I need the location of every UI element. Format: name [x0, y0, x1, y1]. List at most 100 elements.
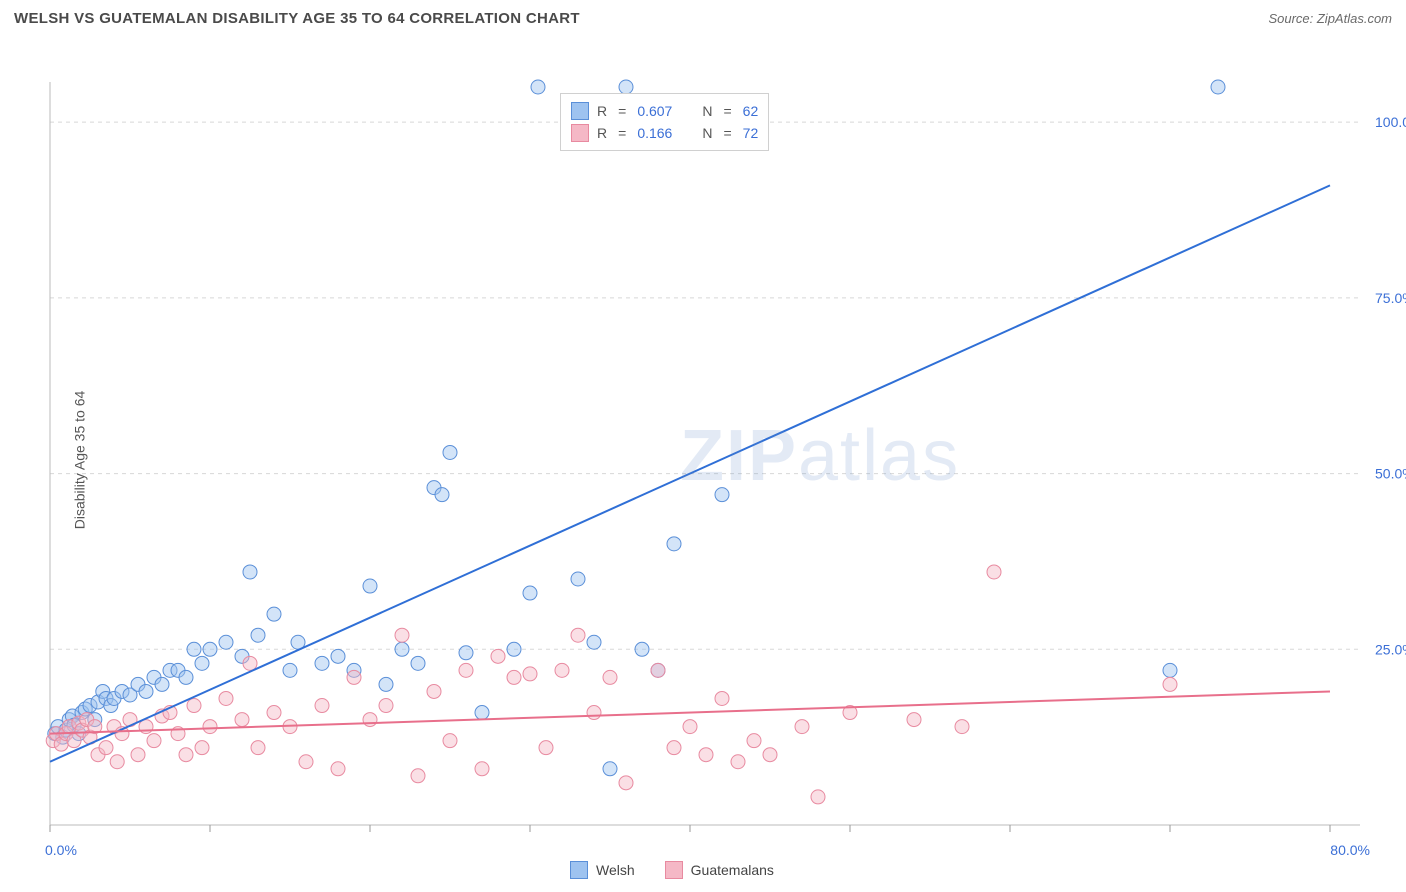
data-point — [443, 445, 457, 459]
data-point — [131, 748, 145, 762]
data-point — [475, 762, 489, 776]
data-point — [219, 691, 233, 705]
data-point — [571, 628, 585, 642]
data-point — [347, 670, 361, 684]
x-tick-label: 80.0% — [1330, 842, 1370, 858]
data-point — [283, 663, 297, 677]
data-point — [523, 667, 537, 681]
n-value: 72 — [743, 122, 759, 144]
data-point — [203, 642, 217, 656]
legend-swatch — [571, 124, 589, 142]
data-point — [955, 720, 969, 734]
data-point — [147, 734, 161, 748]
data-point — [491, 649, 505, 663]
data-point — [507, 670, 521, 684]
data-point — [243, 565, 257, 579]
legend-item: Guatemalans — [665, 861, 774, 879]
data-point — [907, 713, 921, 727]
y-tick-label: 100.0% — [1375, 114, 1406, 130]
scatter-plot: 25.0% 50.0% 75.0% 100.0% 0.0% 80.0% — [0, 35, 1406, 885]
legend-row: R=0.166N=72 — [571, 122, 758, 144]
data-point — [603, 670, 617, 684]
data-point — [795, 720, 809, 734]
data-point — [363, 713, 377, 727]
data-point — [267, 607, 281, 621]
data-point — [651, 663, 665, 677]
legend-swatch — [665, 861, 683, 879]
n-value: 62 — [743, 100, 759, 122]
data-point — [331, 649, 345, 663]
r-value: 0.166 — [637, 122, 672, 144]
y-tick-label: 50.0% — [1375, 466, 1406, 482]
y-tick-label: 25.0% — [1375, 641, 1406, 657]
data-point — [315, 699, 329, 713]
data-point — [299, 755, 313, 769]
data-point — [435, 488, 449, 502]
series-legend: Welsh Guatemalans — [570, 861, 774, 879]
n-label: N — [702, 100, 712, 122]
data-point — [459, 646, 473, 660]
data-point — [179, 670, 193, 684]
legend-item: Welsh — [570, 861, 635, 879]
data-point — [587, 635, 601, 649]
data-point — [459, 663, 473, 677]
data-point — [187, 642, 201, 656]
legend-row: R=0.607N=62 — [571, 100, 758, 122]
data-point — [195, 656, 209, 670]
data-point — [1163, 677, 1177, 691]
x-tick-label: 0.0% — [45, 842, 77, 858]
data-point — [539, 741, 553, 755]
data-point — [619, 80, 633, 94]
data-point — [411, 656, 425, 670]
data-point — [715, 488, 729, 502]
data-point — [110, 755, 124, 769]
data-point — [667, 537, 681, 551]
data-point — [443, 734, 457, 748]
data-point — [363, 579, 377, 593]
data-point — [219, 635, 233, 649]
data-point — [411, 769, 425, 783]
data-point — [203, 720, 217, 734]
chart-title: WELSH VS GUATEMALAN DISABILITY AGE 35 TO… — [14, 10, 580, 27]
data-point — [1211, 80, 1225, 94]
data-point — [699, 748, 713, 762]
chart-area: Disability Age 35 to 64 25.0% 50.0% 75.0% 1… — [0, 35, 1406, 885]
data-point — [187, 699, 201, 713]
data-point — [635, 642, 649, 656]
y-axis-label: Disability Age 35 to 64 — [71, 391, 87, 530]
data-point — [811, 790, 825, 804]
data-point — [523, 586, 537, 600]
legend-label: Guatemalans — [691, 862, 774, 878]
data-point — [475, 706, 489, 720]
data-point — [139, 684, 153, 698]
data-point — [331, 762, 345, 776]
data-point — [507, 642, 521, 656]
n-label: N — [702, 122, 712, 144]
data-point — [267, 706, 281, 720]
data-point — [243, 656, 257, 670]
data-point — [99, 741, 113, 755]
r-label: R — [597, 100, 607, 122]
source-label: Source: ZipAtlas.com — [1268, 11, 1392, 26]
data-point — [987, 565, 1001, 579]
correlation-legend: R=0.607N=62R=0.166N=72 — [560, 93, 769, 151]
data-point — [315, 656, 329, 670]
data-point — [155, 677, 169, 691]
data-point — [603, 762, 617, 776]
data-point — [251, 741, 265, 755]
data-point — [667, 741, 681, 755]
data-point — [619, 776, 633, 790]
data-point — [683, 720, 697, 734]
legend-label: Welsh — [596, 862, 635, 878]
data-point — [731, 755, 745, 769]
r-value: 0.607 — [637, 100, 672, 122]
data-point — [571, 572, 585, 586]
y-tick-label: 75.0% — [1375, 290, 1406, 306]
r-label: R — [597, 122, 607, 144]
data-point — [715, 691, 729, 705]
data-point — [395, 642, 409, 656]
data-point — [251, 628, 265, 642]
data-point — [427, 684, 441, 698]
data-point — [195, 741, 209, 755]
legend-swatch — [570, 861, 588, 879]
